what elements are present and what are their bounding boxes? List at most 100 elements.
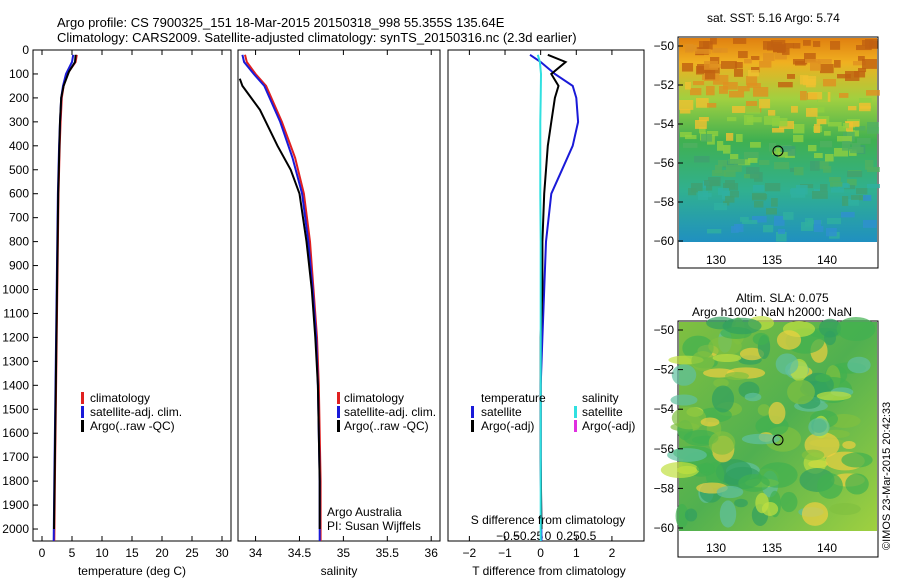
- sst-cell: [736, 134, 743, 143]
- x-tick-label: 20: [155, 546, 169, 560]
- sst-cell: [830, 41, 841, 50]
- sst-cell: [829, 177, 841, 182]
- sst-cell: [783, 212, 794, 220]
- sst-cell: [769, 143, 776, 152]
- sst-xticks: 130 135 140: [706, 253, 837, 267]
- sst-cell: [772, 148, 781, 155]
- sst-cell: [834, 148, 849, 157]
- sst-cell: [823, 166, 832, 173]
- map-x-tick-label: 130: [706, 253, 726, 267]
- sla-cell: [829, 503, 861, 515]
- sst-cell: [810, 161, 820, 171]
- credit-label: ©IMOS 23-Mar-2015 20:42:33: [881, 402, 893, 550]
- sla-cell: [801, 502, 829, 526]
- sst-map-title: sat. SST: 5.16 Argo: 5.74: [707, 11, 840, 25]
- sla-cell: [842, 440, 856, 450]
- sst-cell: [723, 145, 731, 154]
- sst-cell: [818, 59, 832, 64]
- sst-cell: [725, 180, 735, 190]
- sst-map-panel: sat. SST: 5.16 Argo: 5.74 −50−52−54−56−5…: [654, 11, 880, 269]
- sla-cell: [670, 394, 698, 406]
- sst-cell: [729, 91, 745, 98]
- sla-cell: [667, 448, 707, 462]
- sst-cell: [759, 160, 770, 166]
- sst-cell: [863, 220, 877, 228]
- sst-cell: [814, 220, 822, 227]
- sst-cell: [744, 59, 752, 64]
- sst-cell: [778, 152, 788, 158]
- sst-cell: [740, 217, 749, 222]
- sst-cell: [784, 43, 794, 49]
- sla-cell: [816, 391, 852, 401]
- sst-cell: [763, 53, 775, 61]
- sst-cell: [862, 40, 874, 46]
- sla-cell: [823, 330, 837, 346]
- y-tick-label: 200: [9, 91, 29, 105]
- sst-cell: [734, 159, 745, 165]
- x-tick-label: 10: [95, 546, 109, 560]
- sst-cell: [764, 116, 780, 125]
- y-tick-label: 1800: [2, 474, 29, 488]
- sst-cell: [793, 59, 808, 65]
- legend-swatch-satellite: [81, 406, 84, 418]
- sla-cell: [684, 508, 698, 522]
- sst-cell: [714, 203, 728, 211]
- sla-cell: [696, 463, 714, 473]
- sst-cell: [854, 71, 866, 78]
- legend-swatch-argo: [337, 420, 340, 432]
- sst-cell: [830, 182, 843, 187]
- sst-cell: [707, 229, 722, 234]
- sst-cell: [800, 75, 809, 85]
- series-line-argo-raw-qc-: [53, 54, 77, 530]
- sst-cell: [857, 138, 871, 144]
- sst-cell: [707, 103, 717, 108]
- sst-cell: [863, 195, 872, 201]
- sla-cell: [725, 371, 749, 381]
- sst-cell: [735, 62, 743, 69]
- sst-cell: [680, 132, 692, 138]
- legend-swatch-temp-satellite: [471, 406, 474, 418]
- legend-salinity-title: salinity: [582, 391, 619, 405]
- map-y-tick-label: −60: [654, 234, 675, 248]
- legend-swatch-satellite: [337, 406, 340, 418]
- sst-cell: [837, 136, 852, 142]
- difference-legend: temperature satellite Argo(-adj) salinit…: [471, 391, 635, 433]
- sst-cell: [731, 226, 739, 233]
- temperature-yticks: 0 100 200 300 400 500 600 700 800 900 1000 1100 1200…: [2, 43, 38, 536]
- difference-axes: [447, 49, 645, 542]
- sst-cell: [686, 45, 698, 52]
- sla-cell: [739, 347, 765, 361]
- sst-cell: [804, 53, 816, 62]
- sst-cell: [726, 133, 734, 141]
- legend-climatology: climatology: [344, 391, 404, 405]
- temperature-xticks: 0 5 10 15 20 25 30: [39, 50, 229, 560]
- sst-cell: [746, 167, 760, 177]
- sst-cell: [811, 107, 825, 113]
- s-tick-label: 0.5: [580, 529, 597, 543]
- legend-argo: Argo(..raw -QC): [344, 419, 429, 433]
- sst-cell: [831, 188, 844, 193]
- y-tick-label: 600: [9, 187, 29, 201]
- y-tick-label: 900: [9, 259, 29, 273]
- sst-cell: [706, 185, 713, 191]
- legend-climatology: climatology: [90, 391, 150, 405]
- map-y-tick-label: −56: [654, 442, 675, 456]
- sla-field-texture: [660, 315, 876, 529]
- sla-cell: [713, 378, 729, 388]
- sla-cell: [776, 330, 802, 350]
- sst-cell: [852, 143, 861, 151]
- sst-cell: [765, 183, 781, 192]
- sla-cell: [836, 316, 876, 342]
- x-tick-label: 15: [125, 546, 139, 560]
- y-tick-label: 1300: [2, 354, 29, 368]
- map-y-tick-label: −54: [654, 402, 675, 416]
- sla-cell: [752, 332, 770, 346]
- sst-cell: [845, 121, 860, 127]
- sla-cell: [716, 485, 744, 499]
- sla-cell: [768, 401, 786, 425]
- sst-cell: [734, 69, 743, 77]
- s-tick-label: 0.25: [556, 529, 580, 543]
- sst-cell: [814, 226, 824, 233]
- sla-cell: [671, 364, 697, 386]
